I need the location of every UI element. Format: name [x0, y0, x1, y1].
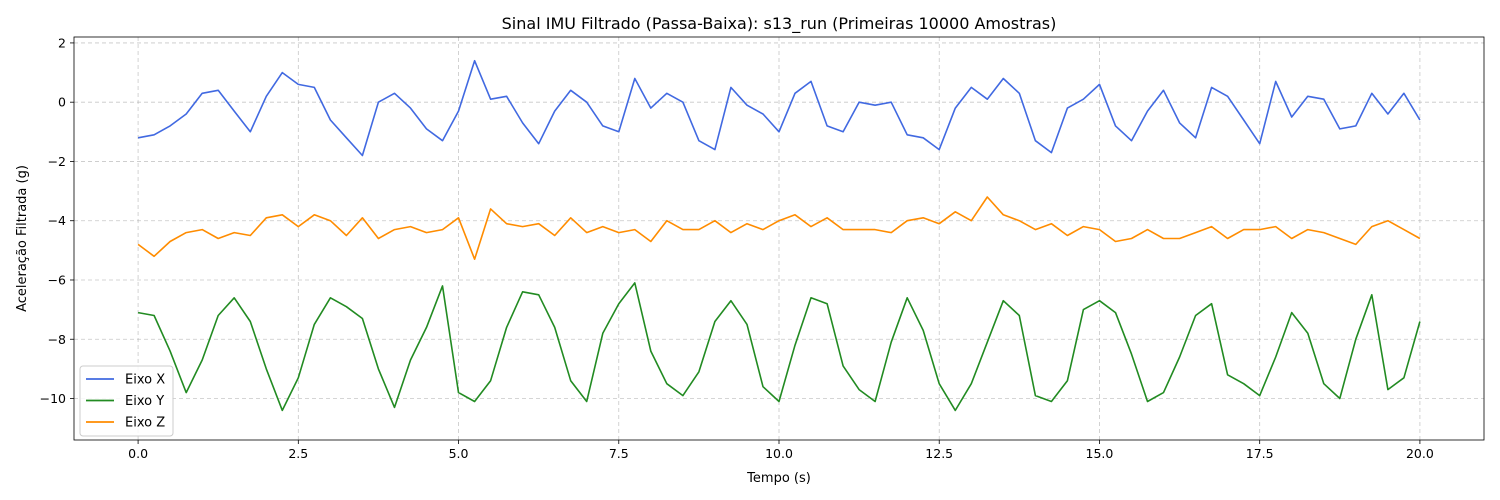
x-tick-label: 10.0 [765, 446, 793, 461]
x-tick-label: 7.5 [609, 446, 629, 461]
series-line-eixo-y [137, 282, 1421, 412]
legend-box [79, 365, 174, 437]
legend-items: Eixo X Eixo Y Eixo Z [86, 373, 165, 431]
plot-frame [73, 36, 1485, 441]
y-axis-label: Aceleração Filtrada (g) [15, 165, 30, 312]
legend-label: Eixo Z [125, 416, 165, 431]
x-tick-label: 2.5 [288, 446, 308, 461]
series-layer [137, 59, 1421, 412]
x-axis-label: Tempo (s) [746, 471, 811, 486]
chart-title: Sinal IMU Filtrado (Passa-Baixa): s13_ru… [502, 14, 1057, 34]
grid-layer [74, 37, 1484, 440]
y-tick-label: 2 [58, 35, 66, 50]
y-tick-label: −8 [48, 332, 66, 347]
y-tick-label: −6 [48, 272, 66, 287]
tick-layer: 0.0 2.5 5.0 7.5 10.0 12.5 15.0 17.5 20.0 2 0 −2 −4 −6… [40, 35, 1434, 461]
y-tick-label: −2 [48, 154, 66, 169]
x-tick-label: 15.0 [1086, 446, 1114, 461]
y-tick-label: −4 [48, 213, 66, 228]
x-tick-label: 12.5 [925, 446, 953, 461]
y-tick-label: −10 [40, 391, 66, 406]
x-tick-label: 0.0 [128, 446, 148, 461]
x-tick-label: 20.0 [1406, 446, 1434, 461]
legend-label: Eixo X [125, 373, 165, 388]
series-line-eixo-x [137, 59, 1421, 157]
x-tick-label: 5.0 [449, 446, 469, 461]
y-tick-label: 0 [58, 95, 66, 110]
x-tick-label: 17.5 [1246, 446, 1274, 461]
series-line-eixo-z [137, 196, 1421, 260]
legend: Eixo X Eixo Y Eixo Z [79, 365, 174, 437]
legend-label: Eixo Y [125, 394, 164, 409]
